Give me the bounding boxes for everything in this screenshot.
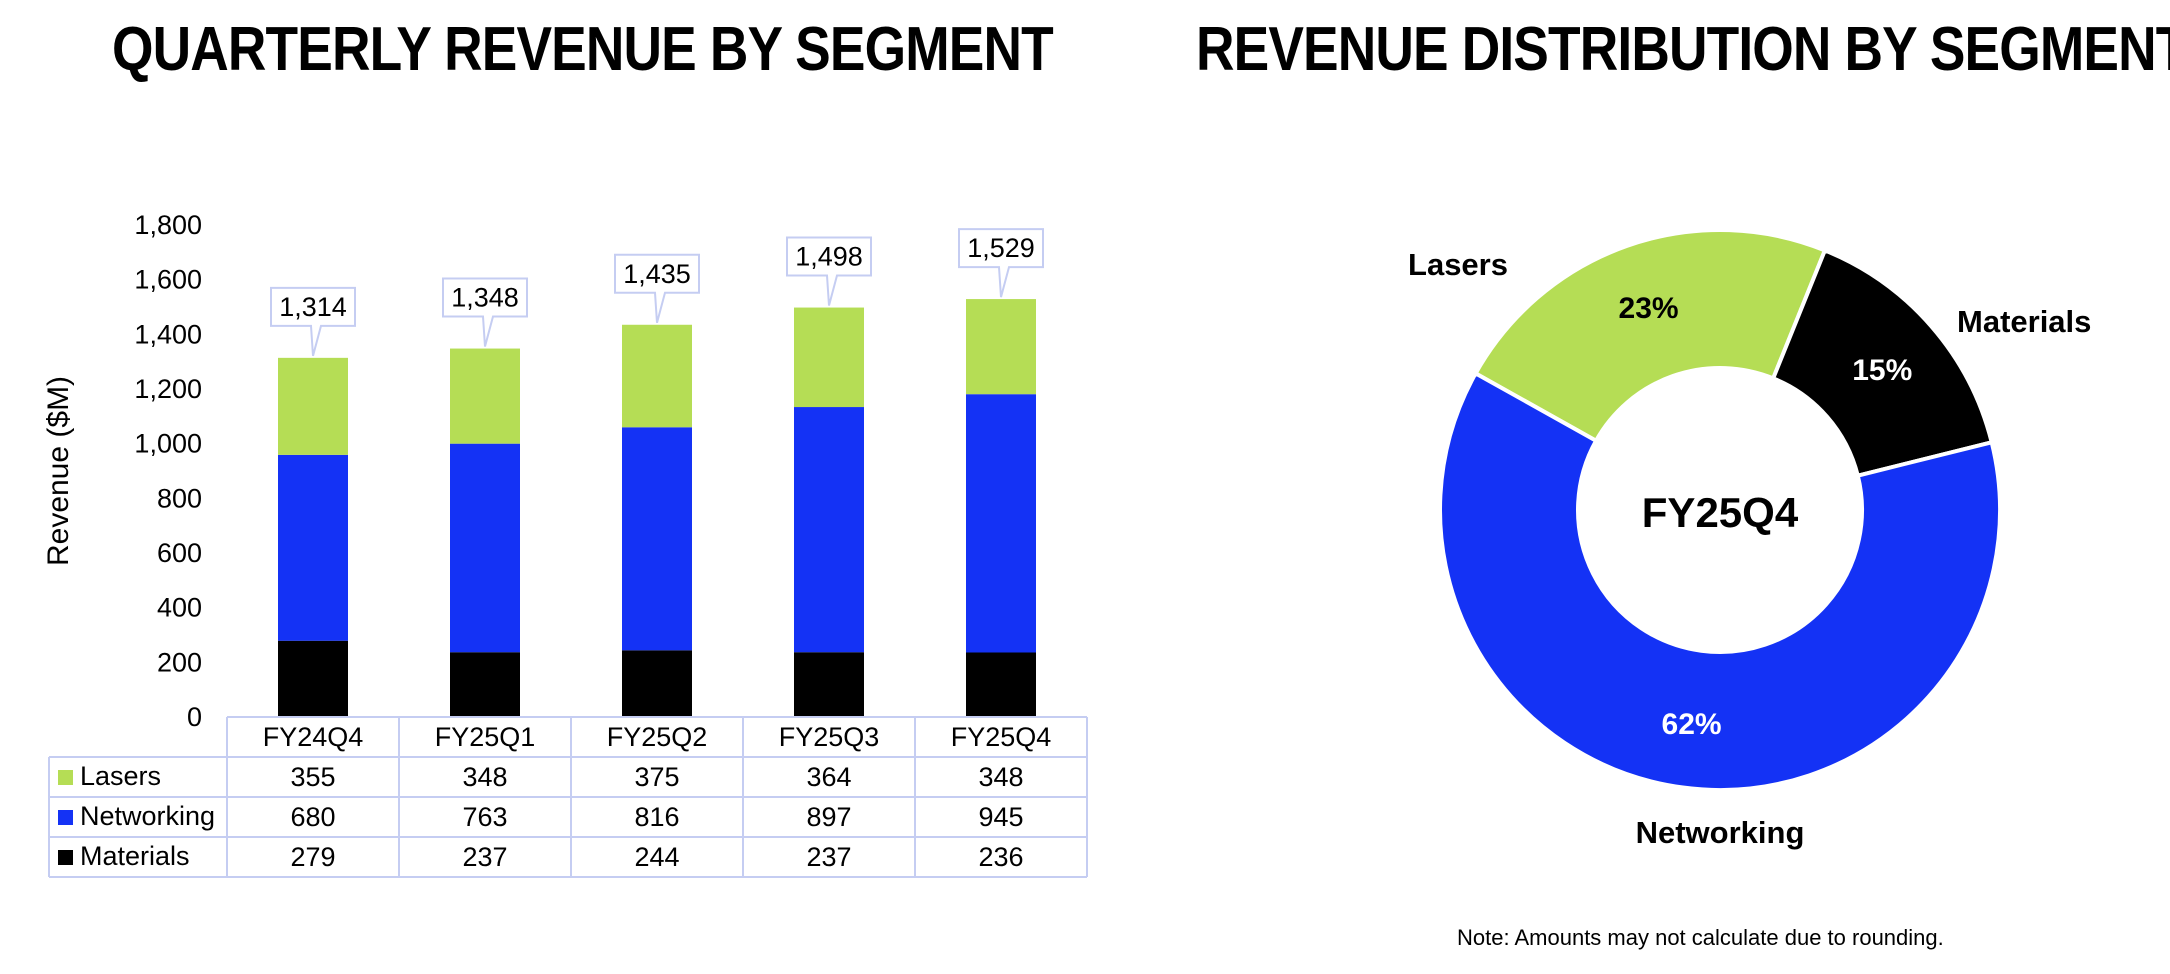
y-tick-label: 1,000 [134, 429, 202, 459]
y-tick-label: 1,600 [134, 265, 202, 295]
y-tick-label: 1,400 [134, 319, 202, 349]
table-cell-value: 348 [462, 762, 507, 792]
table-row-label: Networking [80, 801, 215, 831]
bar-lasers-segment [450, 348, 520, 444]
bar-materials-segment [278, 640, 348, 717]
slice-category-label: Lasers [1408, 247, 1508, 282]
table-cell-value: 763 [462, 802, 507, 832]
donut-slice-lasers [1472, 228, 1828, 444]
bar-lasers-segment [622, 324, 692, 428]
slice-category-label: Materials [1957, 304, 2091, 339]
bar-lasers-segment [966, 299, 1036, 395]
bar-networking-segment [278, 454, 348, 641]
bar-networking-segment [622, 427, 692, 651]
table-cell-value: 237 [806, 842, 851, 872]
total-data-label: 1,348 [451, 283, 519, 313]
table-cell-value: 680 [290, 802, 335, 832]
bar-lasers-segment [794, 307, 864, 408]
total-data-label: 1,435 [623, 259, 691, 289]
total-callout-box [614, 253, 700, 324]
slice-percent-label: 62% [1662, 708, 1722, 741]
donut-center-label: FY25Q4 [1642, 489, 1799, 536]
donut-slice-materials [1770, 247, 1995, 479]
donut-chart-title: REVENUE DISTRIBUTION BY SEGMENT [1196, 15, 2170, 84]
x-category-label: FY25Q1 [435, 722, 536, 752]
table-row-label: Materials [80, 841, 190, 871]
x-category-label: FY25Q2 [607, 722, 708, 752]
y-tick-label: 400 [157, 593, 202, 623]
table-cell-value: 945 [978, 802, 1023, 832]
y-tick-label: 800 [157, 483, 202, 513]
x-category-label: FY25Q4 [951, 722, 1052, 752]
total-data-label: 1,314 [279, 292, 347, 322]
total-data-label: 1,529 [967, 233, 1035, 263]
slice-category-label: Networking [1636, 815, 1805, 850]
bar-materials-segment [622, 650, 692, 717]
y-axis-label: Revenue ($M) [42, 376, 75, 566]
table-cell-value: 355 [290, 762, 335, 792]
x-category-label: FY25Q3 [779, 722, 880, 752]
table-cell-value: 375 [634, 762, 679, 792]
bar-networking-segment [966, 394, 1036, 653]
table-cell-value: 816 [634, 802, 679, 832]
slice-percent-label: 15% [1852, 354, 1912, 387]
table-cell-value: 348 [978, 762, 1023, 792]
table-cell-value: 364 [806, 762, 851, 792]
bar-materials-segment [794, 652, 864, 717]
y-tick-label: 0 [187, 702, 202, 732]
y-tick-label: 600 [157, 538, 202, 568]
table-cell-value: 237 [462, 842, 507, 872]
y-tick-label: 1,800 [134, 210, 202, 240]
slice-percent-label: 23% [1619, 292, 1679, 325]
table-cell-value: 279 [290, 842, 335, 872]
x-category-label: FY24Q4 [263, 722, 364, 752]
bar-chart-title: QUARTERLY REVENUE BY SEGMENT [112, 15, 1054, 84]
bar-materials-segment [450, 652, 520, 717]
bar-lasers-segment [278, 357, 348, 455]
bar-materials-segment [966, 652, 1036, 717]
legend-swatch-networking [58, 810, 73, 825]
table-cell-value: 236 [978, 842, 1023, 872]
y-tick-label: 1,200 [134, 374, 202, 404]
table-row-label: Lasers [80, 761, 161, 791]
total-callout-box [786, 236, 872, 306]
legend-swatch-materials [58, 850, 73, 865]
total-data-label: 1,498 [795, 242, 863, 272]
table-cell-value: 897 [806, 802, 851, 832]
rounding-note: Note: Amounts may not calculate due to r… [1457, 925, 1944, 950]
donut-slice-networking [1438, 370, 2002, 792]
bar-networking-segment [794, 407, 864, 653]
total-callout-box [442, 277, 528, 347]
table-cell-value: 244 [634, 842, 679, 872]
bar-networking-segment [450, 443, 520, 653]
legend-swatch-lasers [58, 770, 73, 785]
y-tick-label: 200 [157, 647, 202, 677]
total-callout-box [270, 286, 356, 357]
total-callout-box [958, 228, 1044, 298]
